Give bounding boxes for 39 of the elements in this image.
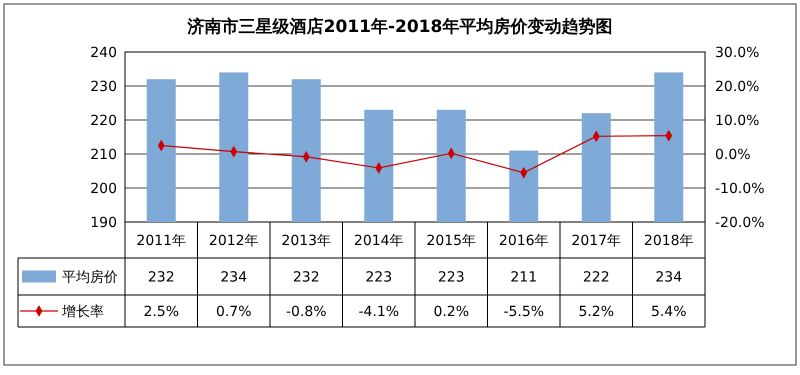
y-tick-label: 220	[90, 112, 117, 129]
data-label: 232	[292, 269, 320, 286]
y2-tick-label: 10.0%	[715, 112, 760, 129]
x-tick-label: 2018年	[644, 232, 694, 249]
legend-label: 增长率	[61, 304, 104, 320]
y-tick-label: 200	[90, 180, 117, 197]
data-label: 0.7%	[216, 304, 252, 320]
data-label: 232	[148, 269, 175, 286]
data-label: 234	[655, 269, 682, 286]
x-tick-label: 2011年	[136, 232, 186, 249]
x-tick-label: 2012年	[208, 232, 259, 249]
y2-tick-label: -20.0%	[715, 214, 765, 231]
y2-tick-label: 30.0%	[715, 44, 760, 61]
data-label: -4.1%	[358, 304, 400, 320]
data-label: 223	[438, 269, 465, 286]
x-tick-label: 2017年	[571, 232, 622, 249]
x-tick-label: 2013年	[281, 232, 332, 249]
y-tick-label: 190	[90, 214, 117, 231]
data-label: 222	[582, 269, 610, 286]
x-tick-label: 2015年	[426, 232, 476, 249]
data-label: -0.8%	[286, 304, 327, 320]
y2-tick-label: -10.0%	[715, 180, 765, 197]
data-label: 2.5%	[143, 304, 180, 320]
data-label: 5.2%	[578, 304, 614, 320]
data-label: 223	[365, 269, 392, 286]
y-tick-label: 240	[90, 44, 117, 61]
data-label: 5.4%	[650, 304, 687, 320]
data-label: 211	[510, 269, 538, 286]
y2-tick-label: 0.0%	[715, 146, 751, 163]
y2-tick-label: 20.0%	[715, 78, 760, 95]
x-tick-label: 2016年	[498, 232, 549, 249]
data-label: -5.5%	[503, 304, 544, 320]
chart-title: 济南市三星级酒店2011年-2018年平均房价变动趋势图	[186, 17, 612, 37]
x-tick-label: 2014年	[354, 232, 404, 249]
data-label: 0.2%	[433, 304, 470, 320]
y-tick-label: 210	[90, 146, 117, 163]
data-label: 234	[220, 269, 248, 286]
legend-label: 平均房价	[62, 269, 118, 286]
y-tick-label: 230	[90, 78, 117, 95]
